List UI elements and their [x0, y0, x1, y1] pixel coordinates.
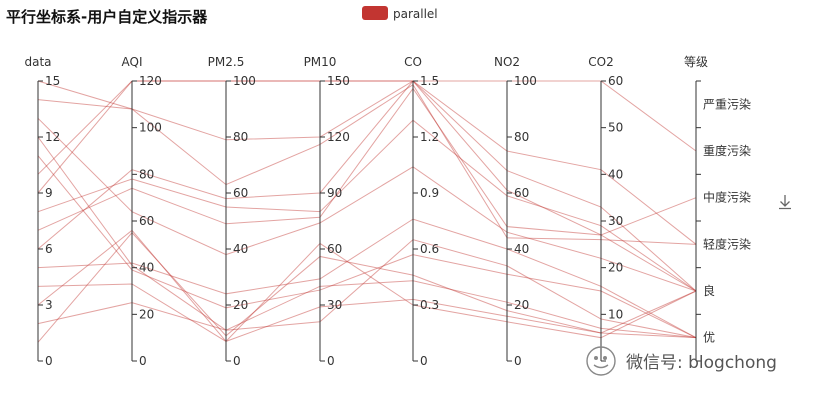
tick-label: 0.3: [420, 298, 439, 312]
series-line-6[interactable]: [37, 80, 697, 292]
tick-label: 120: [327, 130, 350, 144]
tick-label: 良: [703, 283, 715, 298]
tick-label: 20: [233, 298, 248, 312]
tick-label: 9: [45, 186, 53, 200]
series-lines: [37, 80, 697, 343]
tick-label: 60: [608, 74, 623, 88]
tick-label: 0: [420, 354, 428, 368]
parallel-axes: data03691215AQI020406080100120PM2.502040…: [24, 55, 751, 368]
tick-label: 80: [233, 130, 248, 144]
tick-label: 0.6: [420, 242, 439, 256]
tick-label: 0: [45, 354, 53, 368]
axis-name: data: [24, 55, 51, 69]
axis-2[interactable]: PM2.5 0 20 40 60 80 100: [208, 55, 256, 368]
axis-name: CO2: [588, 55, 613, 69]
legend-swatch-parallel[interactable]: [362, 6, 388, 20]
axis-5[interactable]: NO2 0 20 40 60 80 100: [494, 55, 537, 368]
axis-6[interactable]: CO2 10 20 30 40 50 60: [588, 55, 623, 362]
tick-label: 60: [233, 186, 248, 200]
tick-label: 60: [514, 186, 529, 200]
tick-label: 严重污染: [703, 96, 751, 111]
axis-4[interactable]: CO 0 0.3 0.6 0.9 1.2 1.5: [404, 55, 439, 368]
tick-label: 90: [327, 186, 342, 200]
tick-label: 100: [514, 74, 537, 88]
tick-label: 0: [139, 354, 147, 368]
tick-label: 3: [45, 298, 53, 312]
tick-label: 轻度污染: [703, 236, 751, 251]
axis-name: 等级: [684, 55, 708, 69]
tick-label: 20: [514, 298, 529, 312]
series-line-15[interactable]: [37, 80, 697, 245]
tick-label: 重度污染: [703, 143, 751, 158]
series-line-5[interactable]: [37, 218, 697, 339]
download-icon[interactable]: [779, 195, 791, 210]
series-line-2[interactable]: [37, 239, 697, 339]
series-line-11[interactable]: [37, 155, 697, 339]
tick-label: 0.9: [420, 186, 439, 200]
series-line-10[interactable]: [37, 80, 697, 236]
tick-label: 100: [139, 121, 162, 135]
tick-label: 1.2: [420, 130, 439, 144]
tick-label: 10: [608, 307, 623, 321]
legend-label-parallel[interactable]: parallel: [393, 7, 438, 21]
tick-label: 0: [514, 354, 522, 368]
axis-7[interactable]: 等级优 良 轻度污染 中度污染 重度污染 严重污染: [684, 55, 751, 362]
tick-label: 6: [45, 242, 53, 256]
axis-name: PM10: [304, 55, 337, 69]
tick-label: 0: [327, 354, 335, 368]
series-line-7[interactable]: [37, 87, 697, 292]
tick-label: 60: [139, 214, 154, 228]
tick-label: 60: [327, 242, 342, 256]
series-line-14[interactable]: [37, 80, 697, 245]
series-line-13[interactable]: [37, 117, 697, 292]
watermark-text: 微信号: blogchong: [626, 353, 777, 373]
tick-label: 30: [608, 214, 623, 228]
series-line-12[interactable]: [37, 136, 697, 339]
tick-label: 1.5: [420, 74, 439, 88]
watermark: 微信号: blogchong: [586, 346, 777, 376]
tick-label: 80: [514, 130, 529, 144]
tick-label: 100: [233, 74, 256, 88]
axis-name: CO: [404, 55, 422, 69]
tick-label: 50: [608, 121, 623, 135]
tick-label: 中度污染: [703, 190, 751, 205]
tick-label: 40: [514, 242, 529, 256]
axis-1[interactable]: AQI 0 20 40 60 80 100 120: [122, 55, 162, 368]
tick-label: 15: [45, 74, 60, 88]
axis-name: PM2.5: [208, 55, 245, 69]
tick-label: 20: [608, 261, 623, 275]
chart-title: 平行坐标系-用户自定义指示器: [6, 8, 208, 26]
tick-label: 30: [327, 298, 342, 312]
axis-name: NO2: [494, 55, 520, 69]
axis-name: AQI: [122, 55, 143, 69]
tick-label: 80: [139, 167, 154, 181]
wechat-logo-icon: [586, 346, 616, 376]
tick-label: 0: [233, 354, 241, 368]
tick-label: 40: [608, 167, 623, 181]
series-line-1[interactable]: [37, 231, 697, 343]
axis-0[interactable]: data 0 3 6 9 12 15: [24, 55, 60, 368]
legend[interactable]: parallel: [362, 6, 438, 21]
tick-label: 40: [233, 242, 248, 256]
axis-3[interactable]: PM10 0 30 60 90 120 150: [304, 55, 350, 368]
tick-label: 150: [327, 74, 350, 88]
tick-label: 20: [139, 307, 154, 321]
tick-label: 120: [139, 74, 162, 88]
series-line-8[interactable]: [37, 119, 697, 292]
series-line-3[interactable]: [37, 229, 697, 343]
tick-label: 40: [139, 261, 154, 275]
series-line-9[interactable]: [37, 80, 697, 194]
tick-label: 12: [45, 130, 60, 144]
series-line-4[interactable]: [37, 283, 697, 342]
tick-label: 优: [703, 331, 715, 345]
